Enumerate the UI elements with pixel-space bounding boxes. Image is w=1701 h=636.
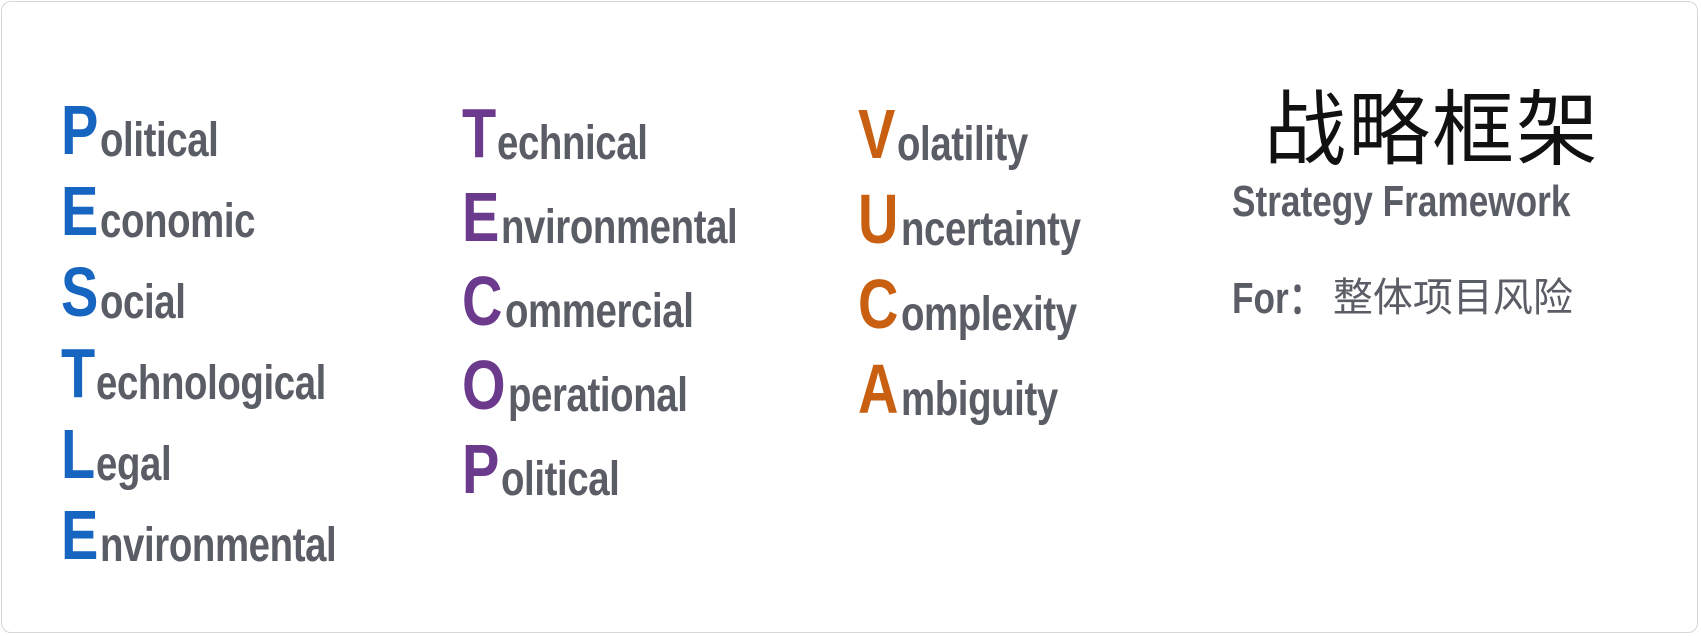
tecop-initial: E <box>462 178 500 256</box>
tecop-initial: P <box>462 430 500 508</box>
vuca-word-rest: omplexity <box>900 288 1077 341</box>
pestle-initial: S <box>61 253 99 331</box>
pestle-initial: L <box>61 415 96 493</box>
vuca-initial: C <box>858 265 899 343</box>
pestle-initial: E <box>61 172 99 250</box>
pestle-initial: P <box>61 91 99 169</box>
pestle-word-rest: nvironmental <box>99 519 337 572</box>
framework-scope: For： 整体项目风险 <box>1232 262 1612 326</box>
vuca-initial: A <box>858 350 899 428</box>
tecop-word-rest: nvironmental <box>500 201 738 254</box>
pestle-word-rest: olitical <box>99 114 219 167</box>
framework-title-en: Strategy Framework <box>1232 177 1571 226</box>
pestle-word-rest: conomic <box>99 195 255 248</box>
tecop-initial: C <box>462 262 503 340</box>
vuca-word-rest: ncertainty <box>900 203 1081 256</box>
vuca-initial: U <box>858 180 899 258</box>
framework-for-value: 整体项目风险 <box>1332 275 1573 321</box>
tecop-initial: T <box>462 94 497 172</box>
tecop-word-rest: ommercial <box>504 285 694 338</box>
vuca-word-rest: olatility <box>896 118 1028 171</box>
tecop-word-rest: echnical <box>496 117 648 170</box>
vuca-initial: V <box>858 95 896 173</box>
framework-title-cn: 战略框架 <box>1264 83 1601 178</box>
pestle-initial: T <box>61 334 96 412</box>
pestle-word-rest: ocial <box>99 276 186 329</box>
tecop-word-rest: perational <box>508 369 688 422</box>
framework-info: 战略框架 Strategy Framework For： 整体项目风险 <box>1232 90 1612 326</box>
pestle-word-rest: echnological <box>95 357 326 410</box>
pestle-word-rest: egal <box>95 438 172 491</box>
tecop-initial: O <box>462 346 506 424</box>
tecop-word-rest: olitical <box>500 453 620 506</box>
pestle-initial: E <box>61 496 99 574</box>
framework-for-label: For： <box>1232 274 1324 323</box>
vuca-word-rest: mbiguity <box>900 373 1058 426</box>
